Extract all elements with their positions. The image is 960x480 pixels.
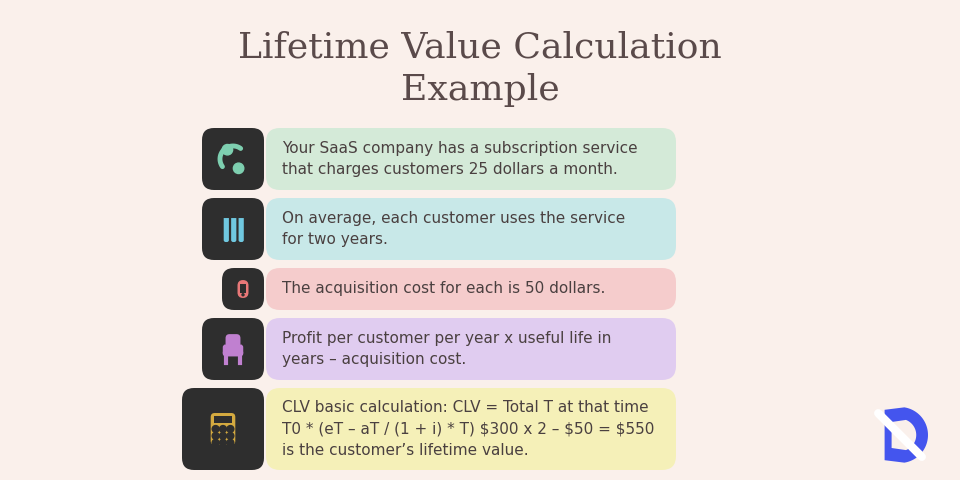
Circle shape bbox=[220, 432, 227, 439]
FancyBboxPatch shape bbox=[202, 318, 264, 380]
Text: CLV basic calculation: CLV = Total T at that time
T0 * (eT – aT / (1 + i) * T) $: CLV basic calculation: CLV = Total T at … bbox=[282, 400, 655, 458]
Circle shape bbox=[212, 432, 219, 439]
FancyBboxPatch shape bbox=[226, 334, 240, 350]
FancyBboxPatch shape bbox=[224, 216, 228, 242]
FancyBboxPatch shape bbox=[202, 198, 264, 260]
Circle shape bbox=[233, 163, 244, 173]
Text: On average, each customer uses the service
for two years.: On average, each customer uses the servi… bbox=[282, 211, 625, 247]
Circle shape bbox=[227, 432, 234, 439]
FancyBboxPatch shape bbox=[210, 413, 235, 445]
FancyBboxPatch shape bbox=[239, 281, 247, 297]
Circle shape bbox=[220, 426, 227, 432]
Text: Your SaaS company has a subscription service
that charges customers 25 dollars a: Your SaaS company has a subscription ser… bbox=[282, 141, 637, 177]
Text: Example: Example bbox=[400, 73, 560, 107]
FancyBboxPatch shape bbox=[202, 128, 264, 190]
FancyBboxPatch shape bbox=[222, 268, 264, 310]
FancyBboxPatch shape bbox=[266, 128, 676, 190]
FancyBboxPatch shape bbox=[266, 318, 676, 380]
FancyBboxPatch shape bbox=[266, 198, 676, 260]
FancyBboxPatch shape bbox=[182, 388, 264, 470]
Text: The acquisition cost for each is 50 dollars.: The acquisition cost for each is 50 doll… bbox=[282, 281, 606, 297]
Polygon shape bbox=[884, 408, 928, 463]
Bar bbox=[240, 284, 246, 293]
Bar bbox=[214, 416, 232, 422]
FancyBboxPatch shape bbox=[266, 388, 676, 470]
Circle shape bbox=[222, 144, 232, 155]
Circle shape bbox=[212, 439, 219, 446]
Circle shape bbox=[227, 426, 234, 432]
Circle shape bbox=[242, 294, 244, 296]
Circle shape bbox=[212, 426, 219, 432]
FancyBboxPatch shape bbox=[223, 344, 228, 357]
FancyBboxPatch shape bbox=[266, 268, 676, 310]
Polygon shape bbox=[892, 420, 916, 450]
FancyBboxPatch shape bbox=[231, 216, 236, 242]
Circle shape bbox=[220, 439, 227, 446]
Text: Lifetime Value Calculation: Lifetime Value Calculation bbox=[238, 31, 722, 65]
Text: Profit per customer per year x useful life in
years – acquisition cost.: Profit per customer per year x useful li… bbox=[282, 331, 612, 367]
FancyBboxPatch shape bbox=[223, 349, 243, 357]
FancyBboxPatch shape bbox=[239, 344, 243, 357]
Circle shape bbox=[227, 439, 234, 446]
FancyBboxPatch shape bbox=[239, 216, 244, 242]
